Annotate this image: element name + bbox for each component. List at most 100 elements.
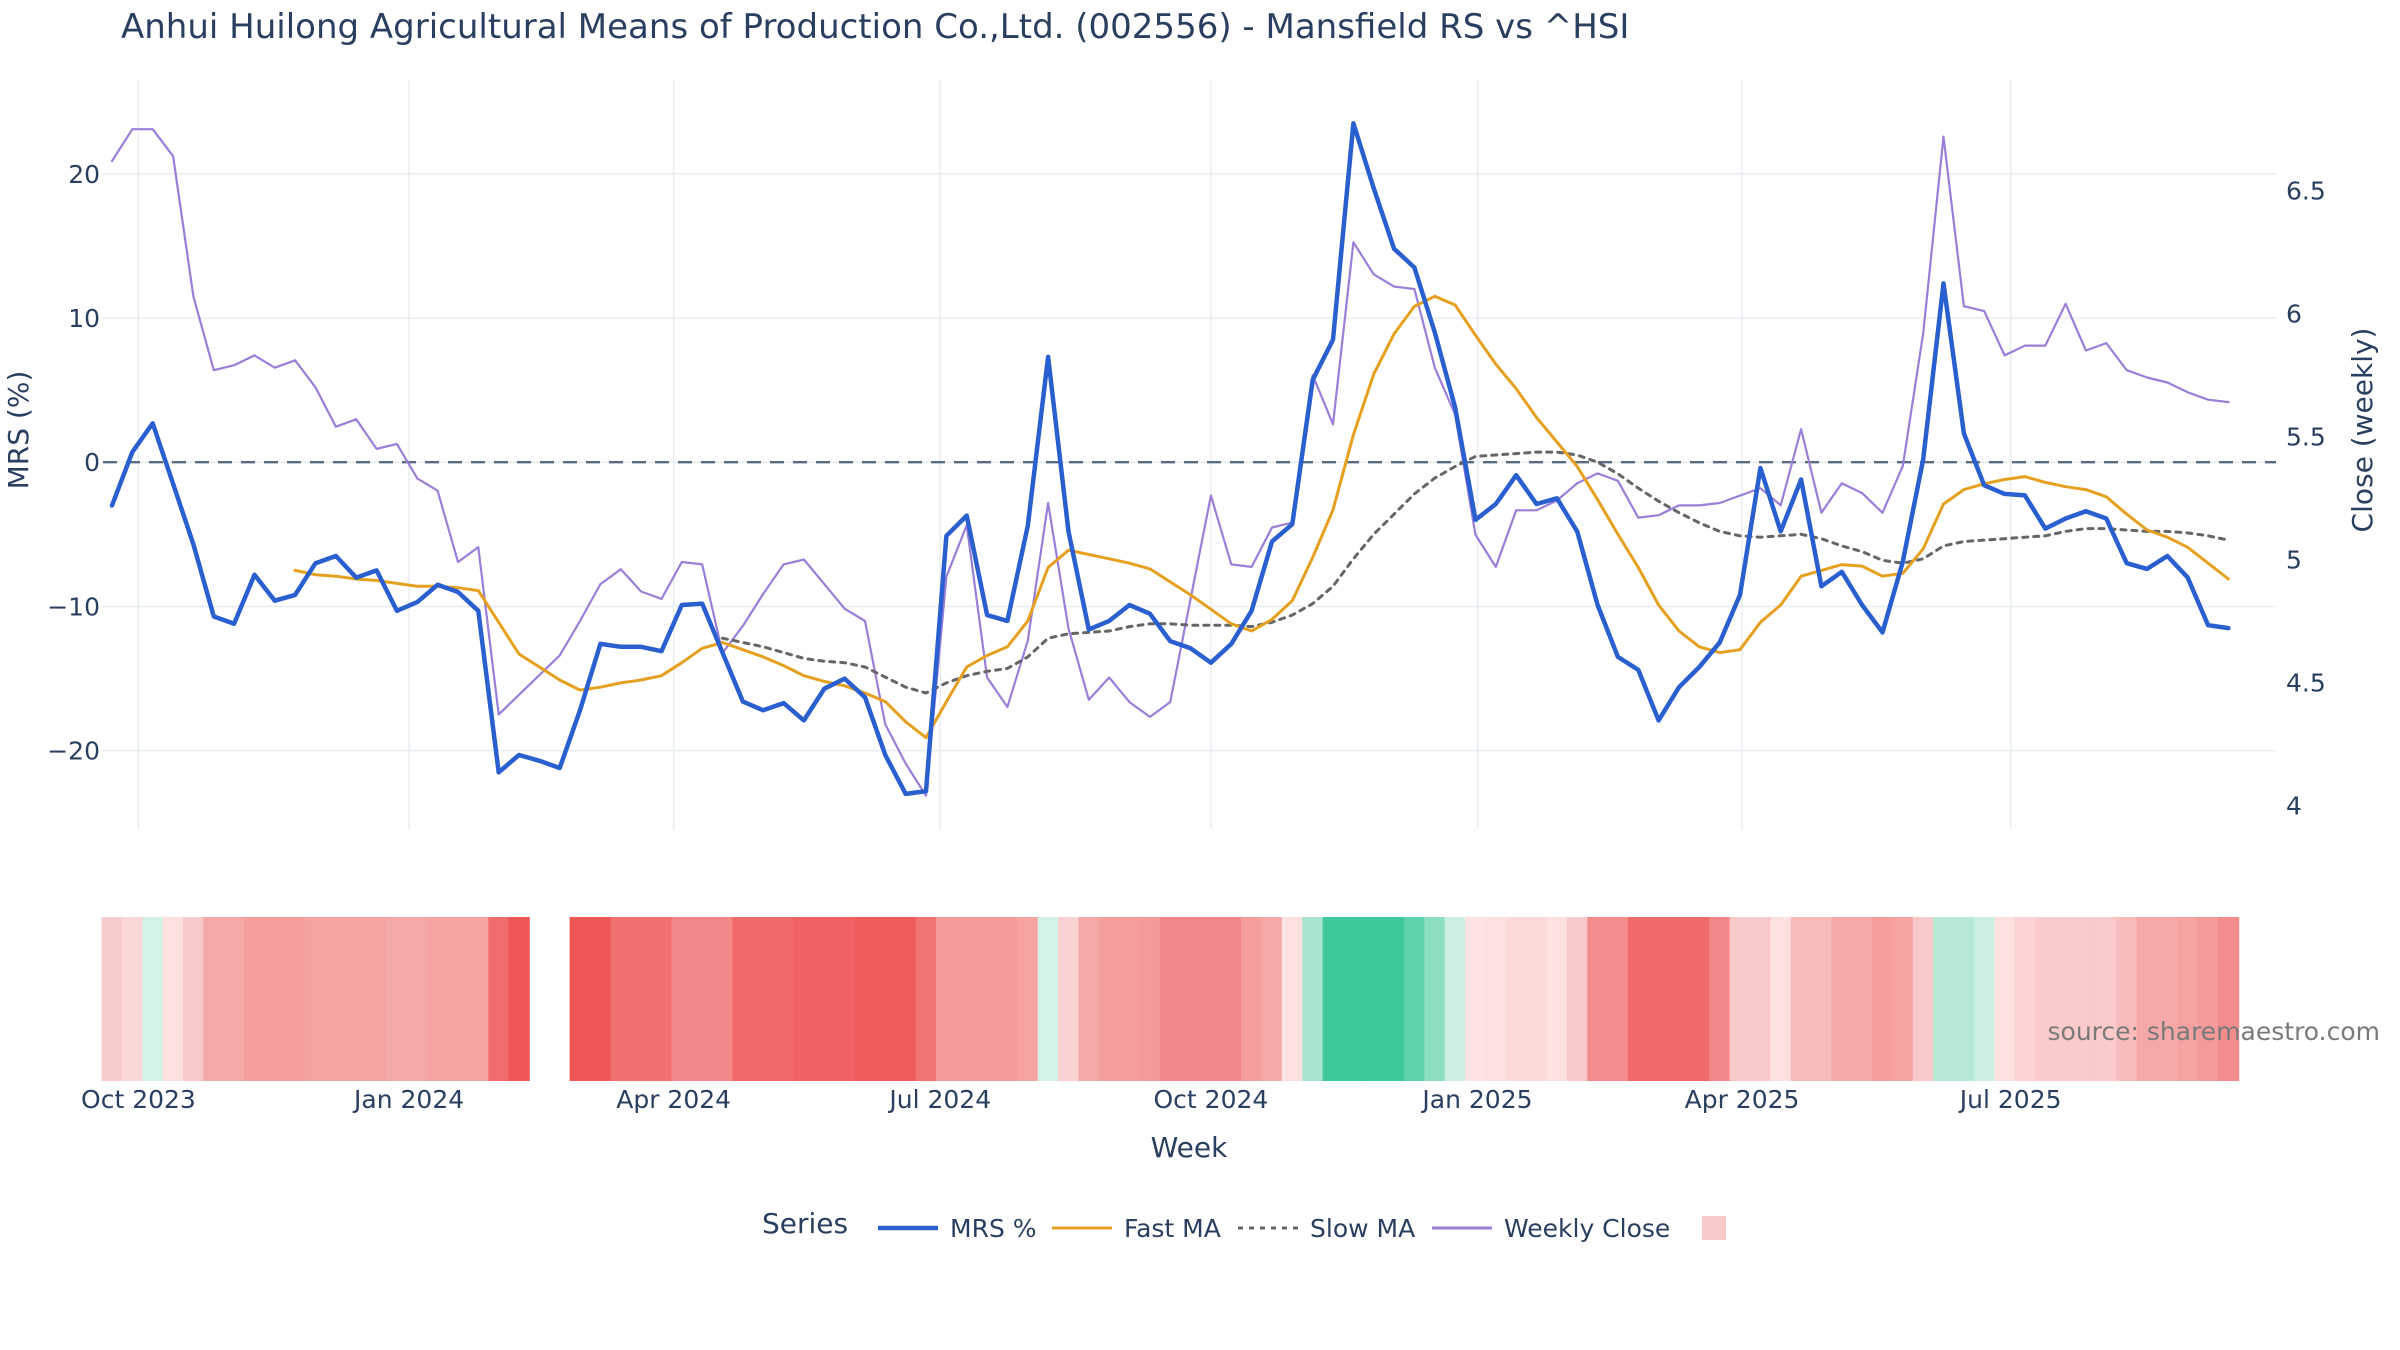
x-axis-ticks: Oct 2023 Jan 2024 Apr 2024 Jul 2024 Oct 2024… (81, 1085, 2061, 1114)
y-tick-label: 0 (84, 448, 100, 477)
y2-tick-label: 4 (2286, 791, 2302, 820)
x-tick-label: Apr 2024 (616, 1085, 731, 1114)
strip-cell (569, 917, 591, 1081)
strip-cell (1729, 917, 1751, 1081)
strip-cell (203, 917, 225, 1081)
strip-cell (1119, 917, 1141, 1081)
strip-cell (854, 917, 876, 1081)
strip-cell (2014, 917, 2036, 1081)
strip-cell (1017, 917, 1039, 1081)
strip-cell (427, 917, 449, 1081)
x-axis-label: Week (1151, 1131, 1228, 1164)
strip-cell (447, 917, 469, 1081)
strip-cell (142, 917, 164, 1081)
strip-cell (834, 917, 856, 1081)
strip-cell (1709, 917, 1731, 1081)
strip-cell (244, 917, 266, 1081)
strip-cell (2055, 917, 2077, 1081)
strip-cell (1994, 917, 2016, 1081)
strip-cell (325, 917, 347, 1081)
strip-cell (590, 917, 612, 1081)
series-layer (109, 121, 2231, 797)
strip-cell (1587, 917, 1609, 1081)
strip-cell (1200, 917, 1222, 1081)
strip-cell (1648, 917, 1670, 1081)
strip-cell (1058, 917, 1080, 1081)
strip-cell (406, 917, 429, 1081)
y-tick-label: 20 (68, 160, 100, 189)
strip-cell (1770, 917, 1792, 1081)
strip-cell (1892, 917, 1914, 1081)
legend: Series MRS % Fast MA Slow MA Weekly Close (762, 1207, 1726, 1243)
strip-cell (1078, 917, 1100, 1081)
strip-cell (1872, 917, 1894, 1081)
strip-cell (936, 917, 958, 1081)
strip-cell (1343, 917, 1365, 1081)
strip-cell (1973, 917, 1995, 1081)
gridlines (103, 80, 2276, 830)
y-axis-ticks: −20 −10 0 10 20 (47, 160, 100, 766)
strip-cell (2095, 917, 2118, 1081)
strip-cell (1261, 917, 1283, 1081)
x-tick-label: Apr 2025 (1685, 1085, 1800, 1114)
strip-cell (1241, 917, 1263, 1081)
strip-cell (1933, 917, 1955, 1081)
strip-cell (712, 917, 734, 1081)
y-tick-label: −10 (47, 592, 100, 621)
strip-cell (1098, 917, 1120, 1081)
legend-label: Weekly Close (1504, 1214, 1670, 1243)
strip-cell (997, 917, 1019, 1081)
strip-cell (793, 917, 815, 1081)
strip-cell (1688, 917, 1711, 1081)
strip-cell (1159, 917, 1181, 1081)
strip-cell (305, 917, 327, 1081)
strip-cell (1831, 917, 1853, 1081)
strip-cell (671, 917, 693, 1081)
strip-cell (2136, 917, 2158, 1081)
strip-cell (488, 917, 510, 1081)
series-line-slow-ma (721, 450, 2230, 695)
y2-axis-label: Close (weekly) (2346, 328, 2379, 533)
strip-cell (1139, 917, 1161, 1081)
strip-cell (895, 917, 917, 1081)
strip-cell (1912, 917, 1934, 1081)
strip-cell (1811, 917, 1833, 1081)
chart-title: Anhui Huilong Agricultural Means of Prod… (121, 7, 1629, 47)
strip-cell (2075, 917, 2097, 1081)
strip-cell (1546, 917, 1568, 1081)
strip-cell (1465, 917, 1487, 1081)
strip-cell (2034, 917, 2057, 1081)
x-tick-label: Oct 2023 (81, 1085, 196, 1114)
y-tick-label: −20 (47, 737, 100, 766)
strip-cell (610, 917, 632, 1081)
strip-cell (956, 917, 978, 1081)
strip-cell (1037, 917, 1059, 1081)
strip-cell (1302, 917, 1324, 1081)
y-tick-label: 10 (68, 304, 100, 333)
strip-cell (1851, 917, 1873, 1081)
y-axis-label: MRS (%) (2, 371, 35, 490)
strip-cell (345, 917, 367, 1081)
strip-cell (508, 917, 530, 1081)
series-line-mrs (109, 121, 2231, 797)
strip-cell (386, 917, 408, 1081)
strip-cell (630, 917, 652, 1081)
strip-cell (223, 917, 245, 1081)
strip-cell (915, 917, 937, 1081)
x-tick-label: Jan 2024 (352, 1085, 464, 1114)
strip-cell (162, 917, 184, 1081)
strip-cell (752, 917, 774, 1081)
y2-tick-label: 4.5 (2286, 668, 2326, 697)
legend-label: Fast MA (1124, 1214, 1221, 1243)
strip-cell (651, 917, 673, 1081)
strip-cell (2116, 917, 2138, 1081)
strip-cell (2197, 917, 2219, 1081)
y2-axis-ticks: 4 4.5 5 5.5 6 6.5 (2286, 177, 2326, 821)
strip-cell (691, 917, 713, 1081)
x-tick-label: Jan 2025 (1420, 1085, 1532, 1114)
strip-cell (2218, 917, 2240, 1081)
legend-label: Slow MA (1310, 1214, 1415, 1243)
strip-cell (732, 917, 754, 1081)
strip-cell (2177, 917, 2199, 1081)
series-line-weekly-close (110, 128, 2230, 797)
